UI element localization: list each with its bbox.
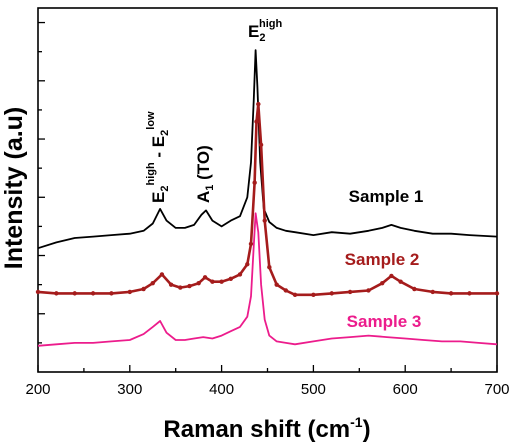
series-point-sample-2	[159, 272, 165, 277]
series-labels: Sample 1 Sample 2 Sample 3	[345, 187, 424, 331]
series-label-sample-1: Sample 1	[349, 187, 424, 206]
series-point-sample-2	[254, 119, 259, 124]
series-point-sample-2	[292, 292, 298, 298]
series-point-sample-2	[252, 180, 257, 185]
series-point-sample-2	[274, 282, 279, 287]
series-point-sample-2	[380, 280, 385, 286]
series-point-sample-2	[248, 241, 254, 247]
series-point-sample-2	[54, 291, 59, 296]
peak-label-e2-high-minus-e2-low: E2high - E2low	[145, 111, 171, 203]
series-point-sample-2	[178, 285, 183, 290]
series-point-sample-2	[127, 289, 132, 295]
series-point-sample-2	[219, 279, 224, 284]
y-axis-title: Intensity (a.u)	[0, 107, 28, 270]
x-tick-label: 600	[393, 381, 418, 398]
series-point-sample-2	[398, 279, 403, 284]
series-point-sample-2	[228, 276, 233, 282]
series-point-sample-2	[347, 289, 353, 295]
series-point-sample-2	[90, 291, 96, 296]
series-point-sample-2	[262, 218, 267, 223]
peak-annotations: E2high A1 (TO) E2high - E2low	[145, 18, 282, 203]
x-tick-label: 700	[484, 381, 509, 398]
series-point-sample-2	[366, 288, 371, 293]
series-point-sample-2	[168, 282, 174, 287]
series-point-sample-2	[237, 272, 243, 277]
peak-label-a1-to: A1 (TO)	[194, 145, 216, 203]
series-point-sample-2	[412, 286, 417, 292]
plot-area	[37, 7, 498, 373]
series-point-sample-2	[35, 289, 41, 295]
series-point-sample-2	[150, 280, 155, 286]
x-tick-label: 400	[209, 381, 234, 398]
x-axis-title: Raman shift (cm-1)	[163, 414, 370, 443]
series-point-sample-2	[141, 286, 146, 292]
series-point-sample-2	[258, 142, 264, 148]
peak-label-e2-high: E2high	[248, 18, 282, 44]
series-point-sample-2	[283, 288, 289, 293]
series-point-sample-2	[109, 291, 114, 296]
series-point-sample-2	[210, 279, 215, 284]
series-point-sample-2	[256, 101, 261, 107]
series-line-sample-1	[37, 49, 498, 250]
axes-layer: 200 300 400 500 600 700	[25, 21, 510, 398]
series-point-sample-2	[187, 283, 192, 289]
series-label-sample-2: Sample 2	[345, 250, 420, 269]
series-line-sample-3	[37, 212, 498, 347]
x-tick-label: 500	[301, 381, 326, 398]
plot-frame	[37, 7, 498, 373]
x-tick-label: 300	[117, 381, 142, 398]
series-point-sample-2	[202, 275, 208, 280]
series-point-sample-2	[430, 289, 435, 295]
series-point-sample-2	[311, 292, 316, 298]
series-point-sample-2	[267, 264, 272, 270]
series-point-sample-2	[245, 262, 250, 267]
series-point-sample-2	[494, 291, 500, 296]
series-point-sample-2	[448, 291, 454, 296]
x-tick-label: 200	[25, 381, 50, 398]
series-point-sample-2	[196, 280, 201, 286]
series-point-sample-2	[329, 291, 334, 296]
series-point-sample-2	[467, 291, 472, 296]
series-point-sample-2	[389, 273, 394, 279]
series-point-sample-2	[72, 291, 77, 296]
series-layer	[35, 49, 500, 347]
series-label-sample-3: Sample 3	[347, 312, 422, 331]
